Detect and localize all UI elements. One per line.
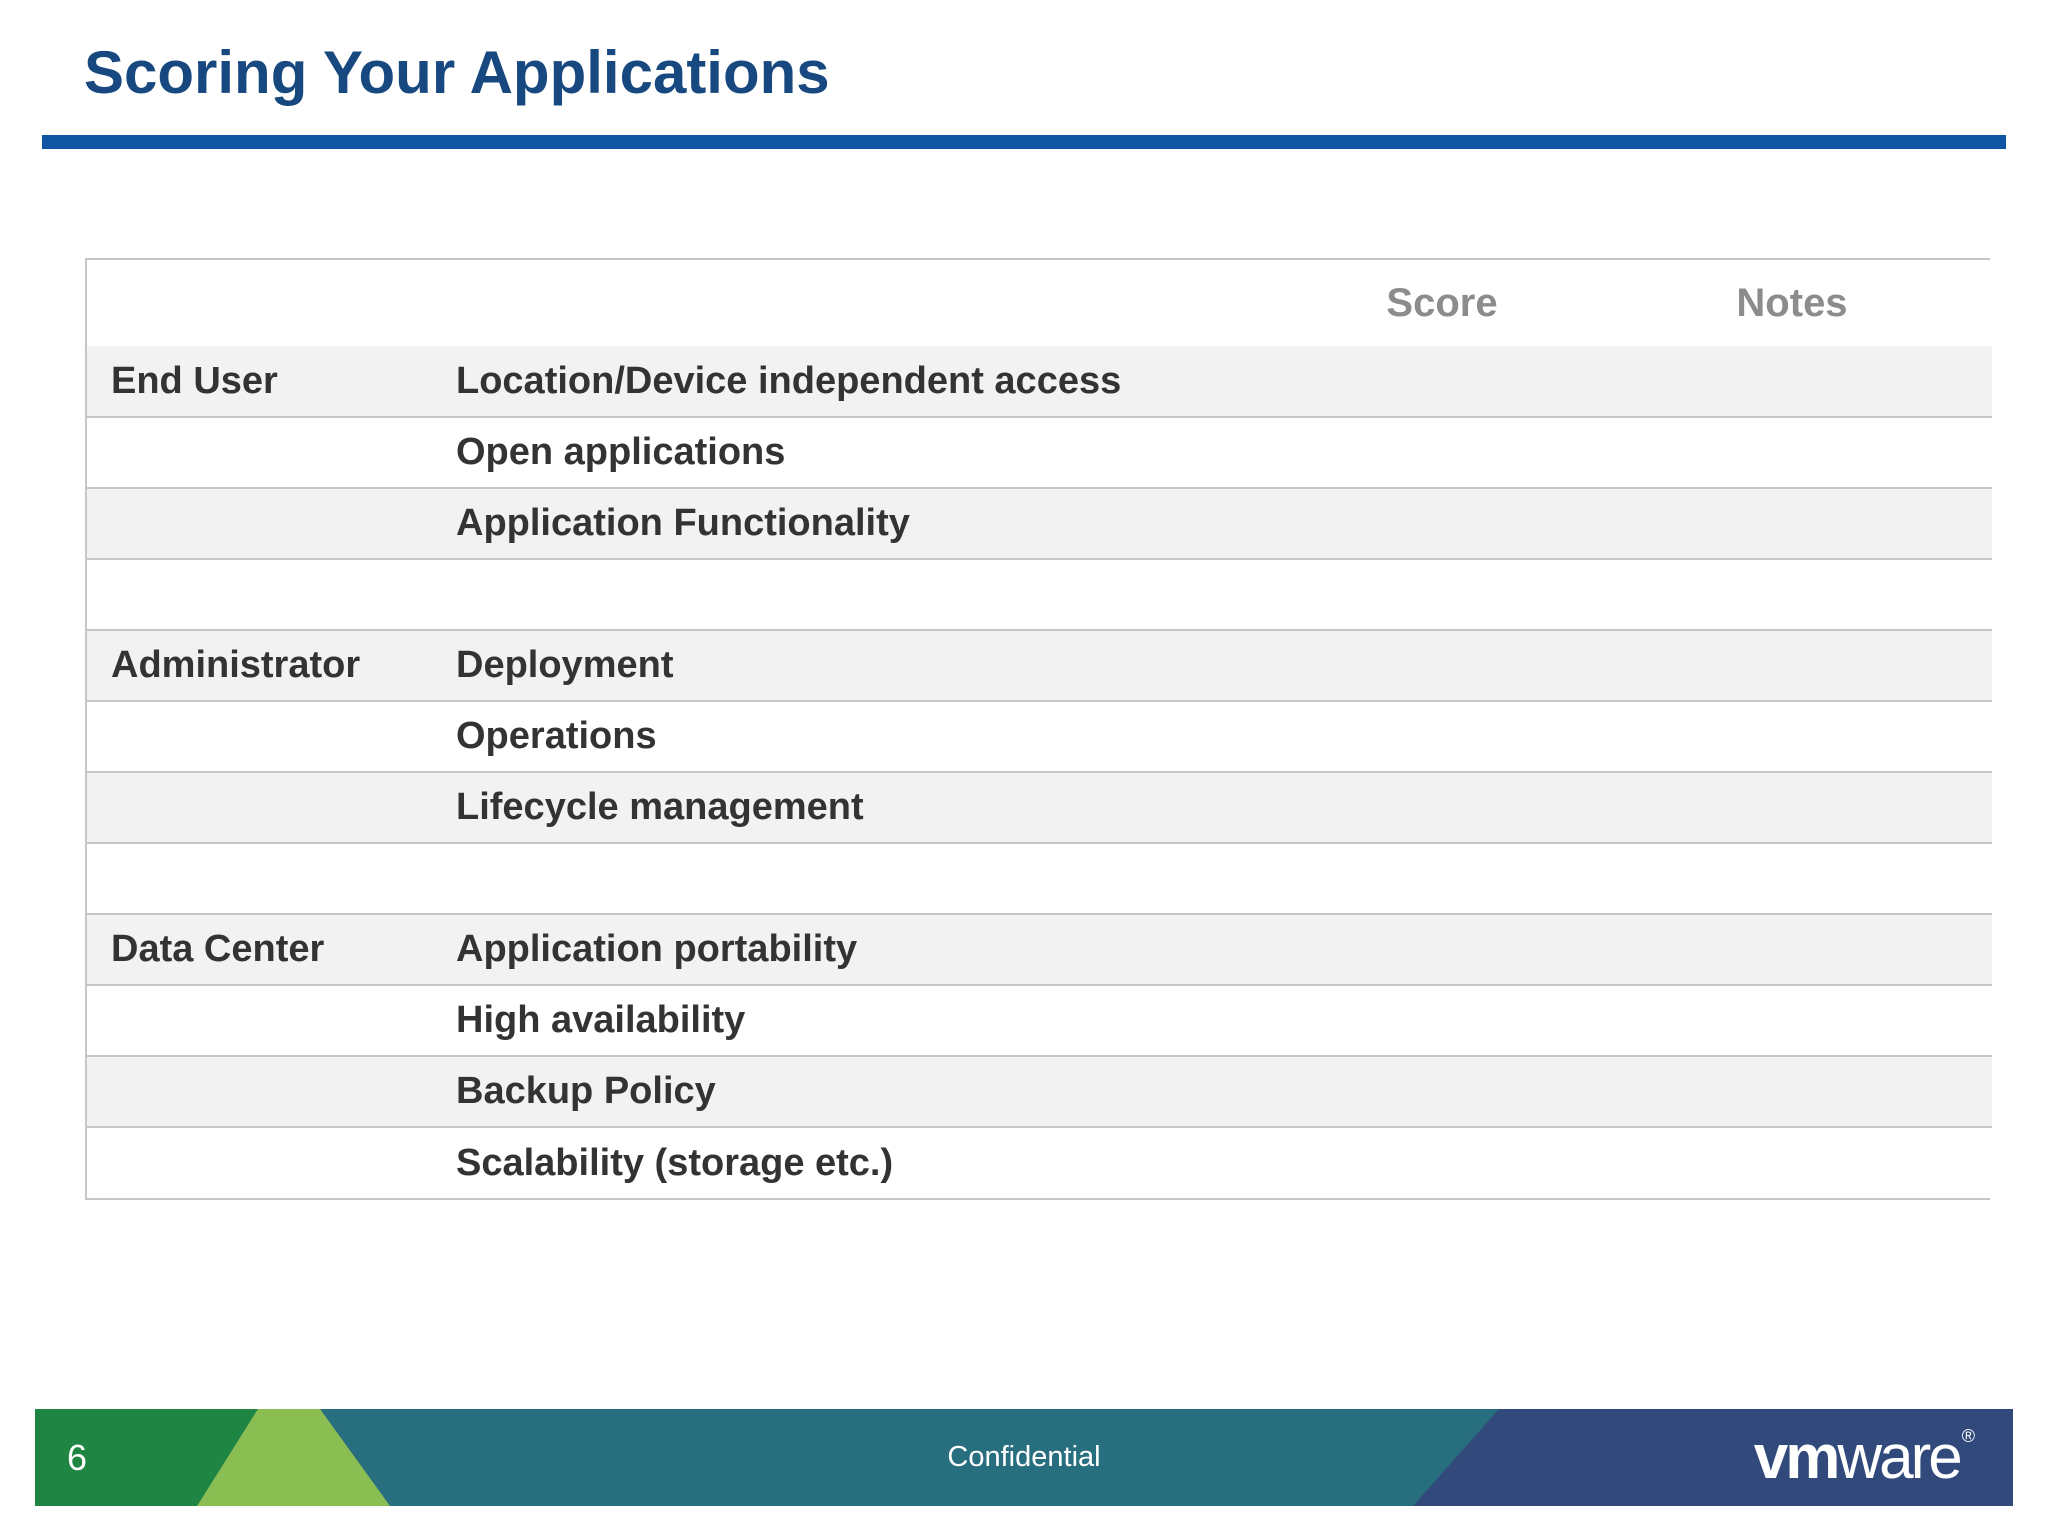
category-cell xyxy=(87,1056,452,1127)
criterion-cell: Operations xyxy=(456,715,657,757)
criterion-cell xyxy=(452,843,1292,914)
score-cell xyxy=(1292,417,1592,488)
category-cell xyxy=(87,985,452,1056)
category-cell xyxy=(87,701,452,772)
category-header-cell xyxy=(87,260,452,346)
notes-cell xyxy=(1592,701,1992,772)
category-cell: Administrator xyxy=(111,644,361,686)
criterion-cell: Application Functionality xyxy=(456,502,910,544)
score-cell xyxy=(1292,488,1592,559)
score-column-header: Score xyxy=(1386,280,1498,325)
notes-cell xyxy=(1592,914,1992,985)
spacer-row xyxy=(87,559,1992,630)
notes-cell xyxy=(1592,1056,1992,1127)
footer-background-graphic xyxy=(35,1409,2013,1506)
score-cell xyxy=(1292,559,1592,630)
vmware-logo-vm: vm xyxy=(1753,1422,1841,1492)
criterion-cell: Backup Policy xyxy=(456,1070,716,1112)
score-cell xyxy=(1292,985,1592,1056)
category-cell: End User xyxy=(111,359,278,402)
criterion-cell: High availability xyxy=(456,999,746,1041)
notes-cell xyxy=(1592,559,1992,630)
criterion-header-cell xyxy=(452,260,1292,346)
table-row: Operations xyxy=(87,701,1992,772)
criterion-cell: Scalability (storage etc.) xyxy=(456,1141,894,1184)
criterion-cell: Location/Device independent access xyxy=(456,359,1122,402)
category-cell: Data Center xyxy=(111,928,325,970)
footer-lightgreen-triangle xyxy=(197,1409,390,1506)
score-cell xyxy=(1292,346,1592,417)
score-cell xyxy=(1292,772,1592,843)
score-cell xyxy=(1292,701,1592,772)
score-cell xyxy=(1292,630,1592,701)
table-header-row: Score Notes xyxy=(87,260,1992,346)
notes-cell xyxy=(1592,772,1992,843)
confidential-label: Confidential xyxy=(947,1441,1101,1473)
spacer-row xyxy=(87,843,1992,914)
registered-trademark-icon: ® xyxy=(1961,1426,1975,1446)
title-divider-rule xyxy=(42,135,2006,149)
table-row: Scalability (storage etc.) xyxy=(87,1127,1992,1198)
category-cell xyxy=(87,843,452,914)
table-row: End User Location/Device independent acce… xyxy=(87,346,1992,417)
table-row: Backup Policy xyxy=(87,1056,1992,1127)
notes-cell xyxy=(1592,843,1992,914)
criteria-table-body: End User Location/Device independent acce… xyxy=(87,346,1992,1198)
category-cell xyxy=(87,1127,452,1198)
vmware-logo: vm ware ® xyxy=(1754,1409,1975,1506)
criterion-cell: Open applications xyxy=(456,431,786,473)
table-row: High availability xyxy=(87,985,1992,1056)
notes-column-header: Notes xyxy=(1736,280,1848,325)
table-row: Lifecycle management xyxy=(87,772,1992,843)
footer-navy-block xyxy=(1413,1409,2013,1506)
notes-cell xyxy=(1592,488,1992,559)
table-row: Open applications xyxy=(87,417,1992,488)
criterion-cell: Lifecycle management xyxy=(456,786,864,828)
footer-bar: 6 Confidential vm ware ® xyxy=(35,1409,2013,1506)
page-number: 6 xyxy=(67,1436,88,1478)
score-cell xyxy=(1292,1127,1592,1198)
notes-cell xyxy=(1592,1127,1992,1198)
table-row: Administrator Deployment xyxy=(87,630,1992,701)
criterion-cell: Deployment xyxy=(456,644,674,686)
criterion-cell: Application portability xyxy=(456,928,858,970)
category-cell xyxy=(87,559,452,630)
notes-cell xyxy=(1592,346,1992,417)
score-cell xyxy=(1292,914,1592,985)
notes-cell xyxy=(1592,985,1992,1056)
criterion-cell xyxy=(452,559,1292,630)
table-row: Application Functionality xyxy=(87,488,1992,559)
notes-cell xyxy=(1592,417,1992,488)
category-cell xyxy=(87,417,452,488)
notes-cell xyxy=(1592,630,1992,701)
score-cell xyxy=(1292,1056,1592,1127)
table-row: Data Center Application portability xyxy=(87,914,1992,985)
category-cell xyxy=(87,772,452,843)
category-cell xyxy=(87,488,452,559)
footer-green-block xyxy=(35,1409,258,1506)
vmware-logo-ware: ware xyxy=(1837,1422,1962,1492)
page-title: Scoring Your Applications xyxy=(84,39,830,106)
score-cell xyxy=(1292,843,1592,914)
scoring-table: Score Notes End User Location/Device inde… xyxy=(85,258,1992,1200)
